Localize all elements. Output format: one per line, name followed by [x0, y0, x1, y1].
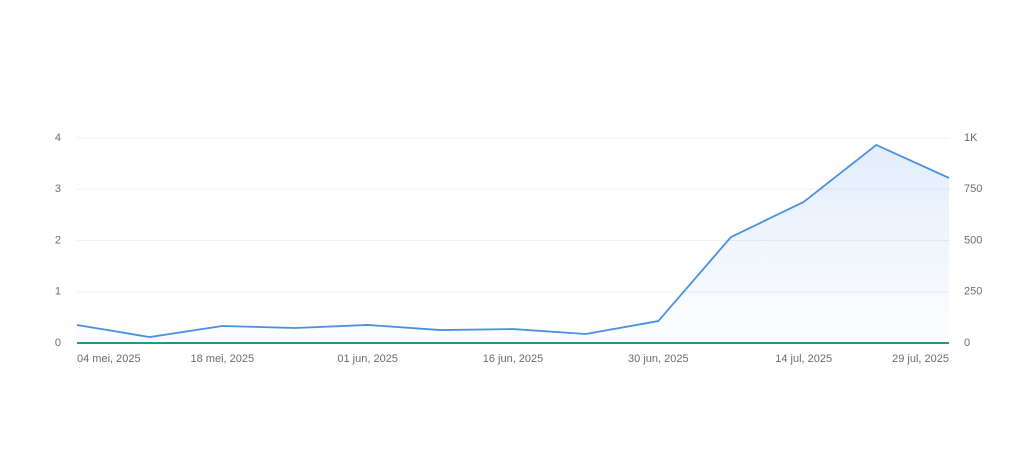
y-tick-label: 1	[55, 286, 61, 298]
y2-tick-label: 0	[964, 337, 970, 349]
y-tick-label: 0	[55, 337, 61, 349]
x-tick-label: 04 mei, 2025	[77, 353, 141, 365]
y2-tick-label: 1K	[964, 132, 978, 144]
x-tick-label: 18 mei, 2025	[191, 353, 255, 365]
x-tick-label: 29 jul, 2025	[892, 353, 949, 365]
line	[76, 144, 950, 338]
y-tick-label: 4	[55, 132, 61, 144]
x-tick-label: 01 jun, 2025	[337, 353, 398, 365]
y2-tick-label: 500	[964, 234, 982, 246]
y2-tick-label: 250	[964, 286, 982, 298]
y-tick-label: 2	[55, 234, 61, 246]
x-tick-label: 30 jun, 2025	[628, 353, 689, 365]
y2-tick-label: 750	[964, 183, 982, 195]
area	[77, 144, 949, 343]
y-tick-label: 3	[55, 183, 61, 195]
x-tick-label: 14 jul, 2025	[775, 353, 832, 365]
x-tick-label: 16 jun, 2025	[483, 353, 544, 365]
